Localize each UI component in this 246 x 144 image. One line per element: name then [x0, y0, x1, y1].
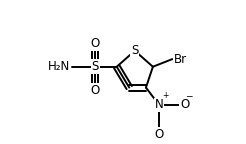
Text: O: O — [91, 37, 100, 50]
Text: N: N — [155, 98, 164, 111]
Text: O: O — [91, 84, 100, 97]
Text: O: O — [180, 98, 189, 111]
Text: O: O — [154, 128, 164, 141]
Text: S: S — [131, 44, 138, 57]
Text: +: + — [162, 91, 169, 100]
Text: −: − — [185, 91, 193, 100]
Text: S: S — [92, 60, 99, 73]
Text: H₂N: H₂N — [48, 60, 70, 73]
Text: Br: Br — [174, 53, 187, 66]
